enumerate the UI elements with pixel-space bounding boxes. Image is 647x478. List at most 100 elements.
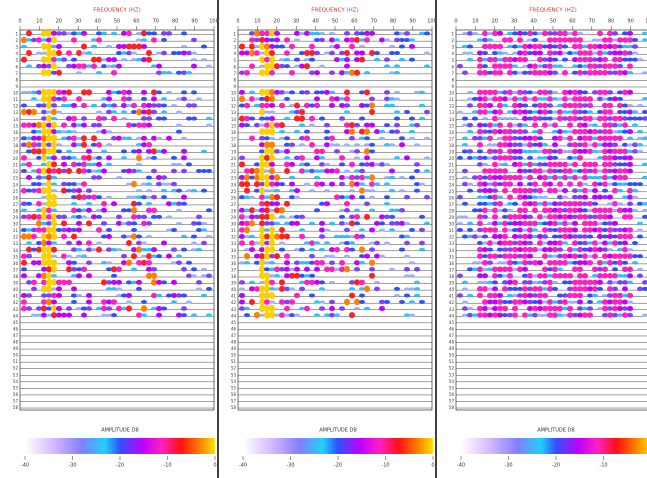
spectrum-blob — [121, 58, 127, 61]
spectrum-blob — [457, 156, 463, 160]
x-tick-label: 10 — [36, 19, 42, 25]
spectrum-blob — [637, 150, 643, 153]
trace-label: 14 — [13, 117, 19, 122]
spectrum-blob — [552, 142, 558, 147]
trace-label: 56 — [449, 392, 455, 397]
trace-label: 48 — [13, 340, 19, 345]
spectrum-blob — [96, 111, 102, 114]
spectrum-blob — [146, 142, 152, 148]
spectrum-blob — [96, 215, 102, 219]
spectrum-blob — [289, 70, 295, 76]
trace-label: 29 — [449, 215, 455, 220]
spectrum-blob — [121, 110, 127, 114]
spectrum-blob — [612, 287, 618, 292]
spectrum-blob — [374, 241, 380, 246]
x-tick-label: 50 — [114, 19, 120, 25]
spectrum-blob — [201, 228, 207, 232]
spectrum-blob — [379, 306, 385, 311]
spectrum-blob — [409, 117, 415, 121]
spectrum-blob — [26, 241, 32, 245]
spectrum-blob — [394, 110, 400, 114]
spectrum-blob — [627, 168, 633, 173]
trace-label: 51 — [231, 359, 237, 364]
trace-label: 43 — [449, 307, 455, 312]
spectrum-blob — [577, 37, 583, 43]
spectrum-blob — [349, 128, 355, 135]
spectrum-blob — [384, 163, 390, 166]
spectrum-blob — [294, 196, 300, 199]
spectrum-blob — [414, 162, 420, 167]
spectrum-blob — [637, 58, 643, 61]
spectrum-blob — [369, 109, 375, 115]
spectrum-blob — [201, 44, 207, 48]
spectrum-blob — [141, 215, 147, 220]
colorbar-tick-label: -20 — [334, 463, 342, 469]
panel-title: FREQUENCY (HZ) — [529, 8, 576, 14]
spectrum-blob — [249, 235, 255, 239]
spectrum-blob — [66, 168, 72, 174]
spectrum-blob — [399, 176, 405, 179]
trace-label: 46 — [13, 326, 19, 331]
spectrum-blob — [86, 202, 92, 206]
spectrum-blob — [319, 248, 325, 252]
screenshot: FREQUENCY (HZ)01020304050607080901001234… — [0, 0, 647, 478]
spectrum-blob — [627, 90, 633, 95]
spectrum-blob — [369, 247, 375, 252]
spectrum-blob — [404, 155, 410, 160]
spectrum-blob — [587, 312, 593, 318]
spectrum-blob — [627, 293, 633, 299]
spectrum-blob — [457, 293, 463, 298]
spectrum-blob — [61, 96, 67, 102]
spectrum-blob — [176, 209, 182, 212]
trace-label: 11 — [231, 97, 237, 102]
trace-label: 44 — [13, 313, 19, 318]
spectrum-blob — [106, 234, 112, 239]
spectrum-blob — [196, 215, 202, 220]
spectrum-blob — [587, 103, 593, 109]
spectrum-blob — [359, 228, 365, 232]
spectrum-blob — [522, 103, 528, 107]
spectrum-blob — [299, 228, 305, 232]
spectrum-blob — [344, 169, 350, 172]
spectrum-blob — [374, 58, 380, 62]
spectrum-blob — [304, 267, 310, 272]
colorbar-tick-label: -30 — [504, 463, 512, 469]
spectrum-blob — [26, 254, 32, 259]
spectrum-blob — [467, 294, 473, 298]
spectrum-blob — [344, 228, 350, 233]
spectrum-blob — [76, 227, 82, 232]
spectrum-blob — [607, 109, 613, 115]
x-tick-label: 50 — [332, 19, 338, 25]
spectrum-blob — [507, 37, 513, 43]
spectrum-blob — [632, 261, 638, 265]
spectrum-blob — [592, 294, 598, 298]
spectrum-blob — [587, 234, 593, 238]
spectrum-blob — [359, 261, 365, 265]
spectrum-blob — [191, 117, 197, 121]
trace-label: 31 — [231, 228, 237, 233]
spectrum-blob — [364, 89, 370, 95]
spectrum-blob — [497, 293, 503, 298]
spectrum-blob — [249, 247, 255, 252]
spectrum-blob — [111, 110, 117, 114]
spectrum-blob — [354, 221, 360, 225]
spectrum-blob — [324, 228, 330, 231]
spectrum-blob — [467, 183, 473, 186]
spectrum-blob — [191, 52, 197, 55]
spectrum-blob — [477, 149, 483, 153]
spectrum-blob — [284, 306, 290, 312]
spectrum-blob — [497, 31, 503, 36]
spectrum-blob — [239, 96, 245, 103]
spectrum-blob — [622, 241, 628, 246]
spectrum-blob — [206, 65, 212, 68]
spectrum-blob — [249, 281, 255, 285]
spectrum-blob — [191, 274, 197, 277]
spectrum-blob — [66, 280, 72, 286]
colorbar — [25, 438, 215, 454]
spectrum-blob — [359, 45, 365, 48]
trace-label: 41 — [231, 294, 237, 299]
spectrum-blob — [517, 182, 523, 187]
spectrum-blob — [359, 169, 365, 174]
spectrum-blob — [146, 50, 152, 56]
trace-label: 40 — [449, 287, 455, 292]
